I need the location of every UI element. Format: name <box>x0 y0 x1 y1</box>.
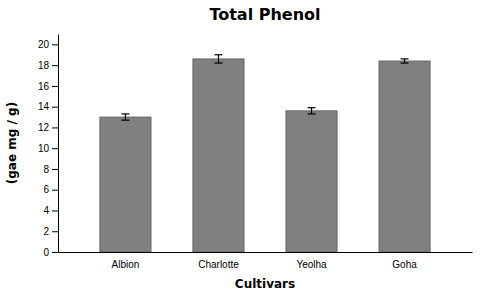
y-tick-mark <box>52 127 58 128</box>
bar <box>379 61 430 252</box>
error-bar-cap <box>214 62 222 63</box>
x-tick: Yeolha <box>296 259 327 270</box>
title: Total Phenol <box>209 5 320 24</box>
error-bar-stem <box>311 108 312 114</box>
y-tick-label: 18 <box>38 60 50 71</box>
y-tick-label: 6 <box>43 184 49 195</box>
error-bar <box>121 114 129 120</box>
y-tick-label: 12 <box>38 122 50 133</box>
bar <box>286 111 337 252</box>
x-axis-title: Cultivars <box>235 277 295 291</box>
y-tick-mark <box>52 252 58 253</box>
y-tick-label: 16 <box>38 81 50 92</box>
y-tick: 18 <box>38 60 58 71</box>
y-tick-label: 2 <box>43 226 49 237</box>
error-bar-cap <box>308 113 316 114</box>
x-tick: Goha <box>392 259 417 270</box>
y-tick-mark <box>52 148 58 149</box>
plot: Albion Charlotte Yeolha Goha 0 2 4 6 8 10 12 14 16 18… <box>38 35 473 271</box>
y-tick-mark <box>52 190 58 191</box>
y-tick: 16 <box>38 81 58 92</box>
error-bar <box>401 59 409 63</box>
marks <box>100 55 430 252</box>
error-bar-cap <box>401 62 409 63</box>
y-tick: 4 <box>43 205 58 216</box>
y-tick: 12 <box>38 122 58 133</box>
error-bar <box>214 55 222 63</box>
y-tick: 10 <box>38 143 58 154</box>
y-tick-label: 14 <box>38 101 50 112</box>
y-axis-title: (gae mg / g) <box>5 102 19 184</box>
y-tick-mark <box>52 231 58 232</box>
y-tick-label: 10 <box>38 143 50 154</box>
error-bar-stem <box>125 114 126 120</box>
y-tick: 14 <box>38 101 58 112</box>
y-tick-mark <box>52 210 58 211</box>
y-tick-mark <box>52 65 58 66</box>
y-tick-mark <box>52 169 58 170</box>
y-tick-mark <box>52 107 58 108</box>
error-bar-cap <box>121 120 129 121</box>
x-tick-label: Yeolha <box>296 259 327 270</box>
x-tick: Charlotte <box>198 259 239 270</box>
error-bar <box>308 108 316 114</box>
y-tick-mark <box>52 86 58 87</box>
error-bar-cap <box>214 54 222 55</box>
y-axis: 0 2 4 6 8 10 12 14 16 18 20 <box>38 35 59 258</box>
error-bar-cap <box>401 58 409 59</box>
bar <box>193 59 244 252</box>
x-tick-label: Charlotte <box>198 259 239 270</box>
y-tick: 20 <box>38 39 58 50</box>
x-tick-label: Goha <box>392 259 417 270</box>
y-tick-label: 8 <box>43 164 49 175</box>
y-tick: 0 <box>43 247 58 258</box>
y-tick: 2 <box>43 226 58 237</box>
x-axis-line <box>59 252 473 253</box>
y-tick-label: 4 <box>43 205 49 216</box>
error-bar-stem <box>404 59 405 63</box>
y-tick: 8 <box>43 164 58 175</box>
y-tick-label: 0 <box>43 247 49 258</box>
y-axis-line <box>58 35 59 253</box>
y-tick-mark <box>52 44 58 45</box>
error-bar-cap <box>121 113 129 114</box>
x-axis: Albion Charlotte Yeolha Goha <box>59 253 473 271</box>
y-tick: 6 <box>43 184 58 195</box>
x-tick: Albion <box>112 259 140 270</box>
error-bar-cap <box>308 107 316 108</box>
x-tick-label: Albion <box>112 259 140 270</box>
error-bar-stem <box>218 55 219 63</box>
bar <box>100 117 151 252</box>
chart: Albion Charlotte Yeolha Goha 0 2 4 6 8 10 12 14 16 18… <box>0 0 488 296</box>
y-tick-label: 20 <box>38 39 50 50</box>
